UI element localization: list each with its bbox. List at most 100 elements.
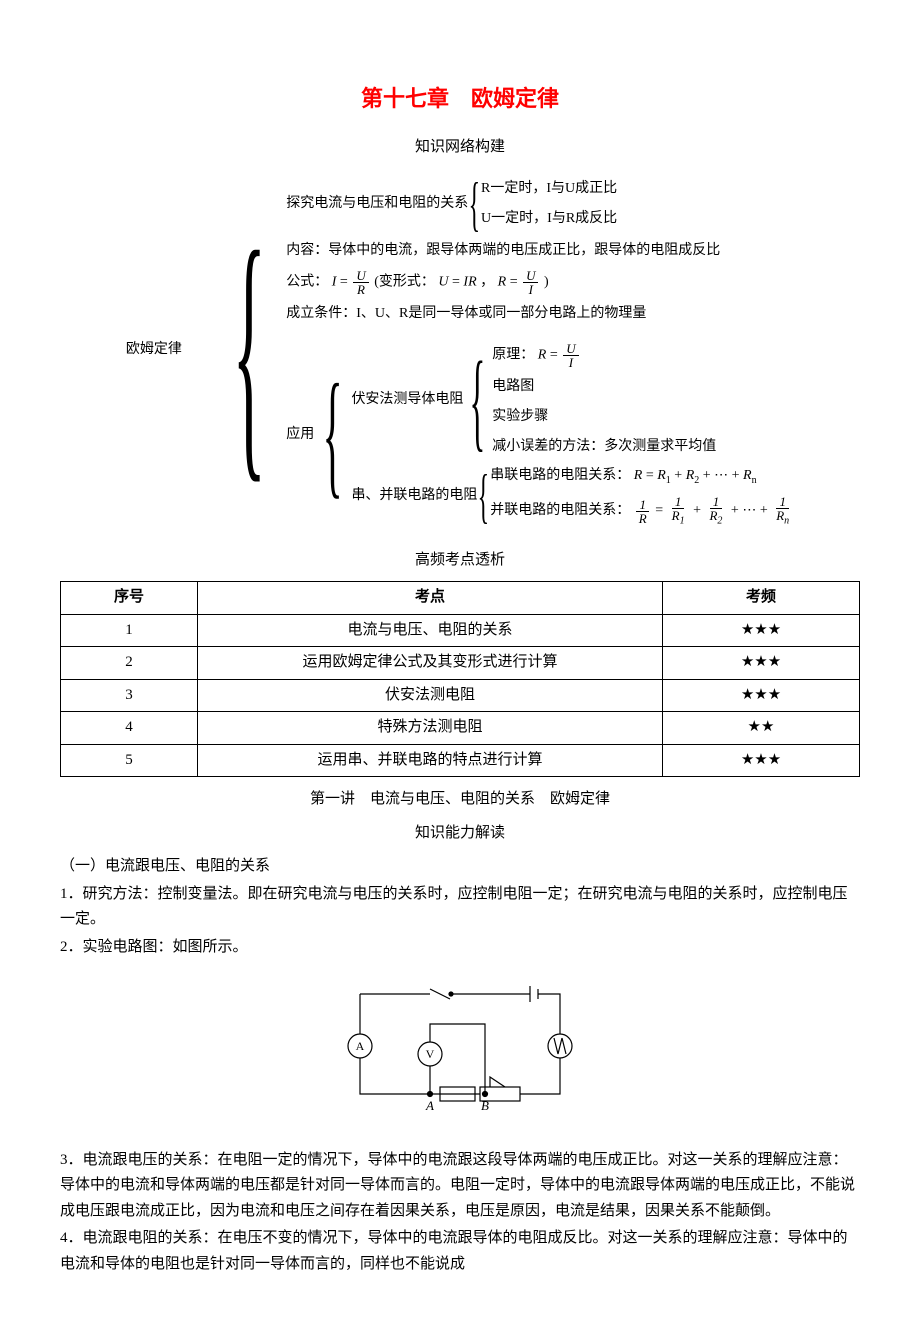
fraction: UI [523,269,538,296]
var: R [498,275,507,290]
circuit-diagram: A V A B [60,974,860,1134]
td: 运用串、并联电路的特点进行计算 [198,744,663,777]
num: U [353,269,368,283]
voltmeter-label: V [426,1047,435,1061]
tree-line: 实验步骤 [492,405,716,429]
den: I [566,356,576,369]
den: R [354,283,368,296]
tree-line: 成立条件：I、U、R是同一导体或同一部分电路上的物理量 [286,302,794,326]
frequency-table: 序号 考点 考频 1电流与电压、电阻的关系★★★ 2运用欧姆定律公式及其变形式进… [60,581,860,777]
app-item: 串、并联电路的电阻 [351,484,477,508]
plus: + [690,503,705,518]
eq: = [510,275,521,290]
sub: 1 [680,516,685,527]
paragraph: 3．电流跟电压的关系：在电阻一定的情况下，导体中的电流跟这段导体两端的电压成正比… [60,1148,860,1225]
eq: = [340,275,351,290]
plus: + [671,468,686,483]
tree-line: 内容：导体中的电流，跟导体两端的电压成正比，跟导体的电阻成反比 [286,239,794,263]
var: R [743,468,752,483]
table-header-row: 序号 考点 考频 [61,582,860,615]
num: U [563,342,578,356]
var: IR [463,275,476,290]
subtitle-network: 知识网络构建 [60,135,860,161]
td: 电流与电压、电阻的关系 [198,614,663,647]
den: I [526,283,536,296]
eq: = [642,468,657,483]
table-row: 3伏安法测电阻★★★ [61,679,860,712]
sub: 2 [717,516,722,527]
app-item: 伏安法测导体电阻 [351,388,463,412]
tree-line: 探究电流与电压和电阻的关系 [286,192,468,216]
tree-line: 并联电路的电阻关系： 1R = 1R1 + 1R2 + ⋯ + 1Rn [490,495,794,527]
th: 序号 [61,582,198,615]
text: ) [544,275,549,290]
comma: ， [480,275,494,290]
td: 2 [61,647,198,680]
node-b-label: B [481,1098,489,1113]
num: 1 [636,498,649,512]
fraction: 1Rn [773,495,792,527]
tree-line: 串联电路的电阻关系： R = R1 + R2 + ⋯ + Rn [490,464,794,489]
root-label: 欧姆定律 [126,338,182,362]
subtitle-ability: 知识能力解读 [60,821,860,847]
var: R [672,508,680,523]
td: ★★★ [663,679,860,712]
table-row: 5运用串、并联电路的特点进行计算★★★ [61,744,860,777]
den: R1 [669,509,688,527]
sub: n [752,475,757,486]
brace-icon: { [232,252,266,448]
num: U [523,269,538,283]
dots: + ⋯ + [699,468,743,483]
td: 运用欧姆定律公式及其变形式进行计算 [198,647,663,680]
subtitle-frequency: 高频考点透析 [60,548,860,574]
tree-line: U一定时，I与R成反比 [481,207,617,231]
eq: = [550,348,561,363]
ammeter-label: A [356,1039,365,1053]
num: 1 [710,495,723,509]
den: R [636,512,650,525]
paragraph: 1．研究方法：控制变量法。即在研究电流与电压的关系时，应控制电阻一定；在研究电流… [60,882,860,933]
td: ★★★ [663,614,860,647]
tree-line: 公式： I = UR (变形式： U = IR ， R = UI ) [286,269,794,296]
text: 并联电路的电阻关系： [490,503,630,518]
var: I [332,275,337,290]
tree-line: 减小误差的方法：多次测量求平均值 [492,435,716,459]
eq: = [652,503,667,518]
app-label: 应用 [286,423,314,447]
tree-line: R一定时，I与U成正比 [481,177,617,201]
num: 1 [776,495,789,509]
eq: = [452,275,463,290]
td: 1 [61,614,198,647]
paragraph: 4．电流跟电阻的关系：在电压不变的情况下，导体中的电流跟导体的电阻成反比。对这一… [60,1226,860,1277]
tree-line: 原理： R = UI [492,342,716,369]
fraction: 1R2 [706,495,725,527]
lecture-title: 第一讲 电流与电压、电阻的关系 欧姆定律 [60,787,860,813]
fraction: UI [563,342,578,369]
den: R2 [706,509,725,527]
text: 公式： [286,275,328,290]
var: R [776,508,784,523]
td: ★★★ [663,647,860,680]
var: U [438,275,448,290]
table-row: 1电流与电压、电阻的关系★★★ [61,614,860,647]
th: 考频 [663,582,860,615]
table-row: 4特殊方法测电阻★★ [61,712,860,745]
td: ★★★ [663,744,860,777]
brace-icon: { [323,385,343,483]
var: R [686,468,695,483]
th: 考点 [198,582,663,615]
node-a-label: A [425,1098,434,1113]
fraction: UR [353,269,368,296]
sub: n [784,516,789,527]
var: R [657,468,666,483]
knowledge-tree: 欧姆定律 { 探究电流与电压和电阻的关系 { R一定时，I与U成正比 U一定时，… [60,171,860,530]
brace-icon: { [478,475,490,517]
text: (变形式： [374,275,435,290]
td: 3 [61,679,198,712]
var: R [538,348,547,363]
dots: + ⋯ + [727,503,771,518]
brace-icon: { [469,183,481,225]
td: 伏安法测电阻 [198,679,663,712]
text: 串联电路的电阻关系： [490,468,630,483]
text: 原理： [492,348,534,363]
